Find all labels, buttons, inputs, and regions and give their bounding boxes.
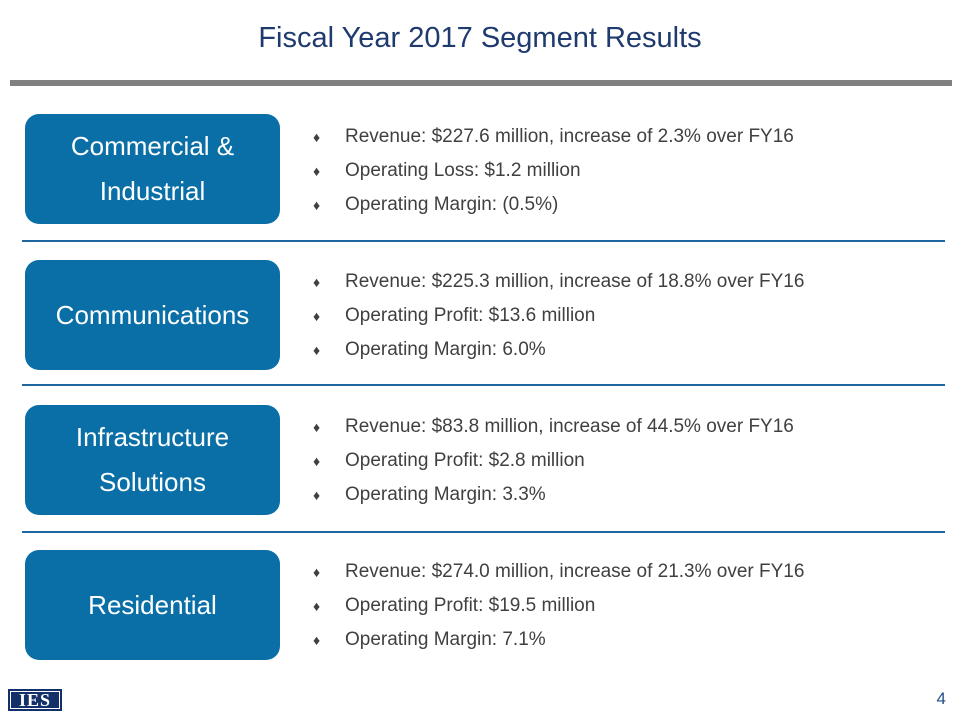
segment-label-residential: Residential bbox=[25, 550, 280, 660]
diamond-icon: ♦ bbox=[313, 342, 321, 358]
segment-label-communications: Communications bbox=[25, 260, 280, 370]
diamond-icon: ♦ bbox=[313, 129, 321, 145]
bullet-list-commercial-industrial: ♦ Revenue: $227.6 million, increase of 2.… bbox=[313, 120, 794, 222]
diamond-icon: ♦ bbox=[313, 632, 321, 648]
page-number: 4 bbox=[936, 689, 946, 708]
bullet-item: ♦ Operating Margin: (0.5%) bbox=[313, 188, 794, 222]
segment-name: Infrastructure Solutions bbox=[75, 422, 230, 497]
ies-logo: IES bbox=[8, 689, 62, 711]
diamond-icon: ♦ bbox=[313, 487, 321, 503]
diamond-icon: ♦ bbox=[313, 197, 321, 213]
bullet-item: ♦ Revenue: $225.3 million, increase of 18… bbox=[313, 265, 804, 299]
bullet-list-residential: ♦ Revenue: $274.0 million, increase of 21… bbox=[313, 555, 804, 657]
bullet-item: ♦ Operating Margin: 7.1% bbox=[313, 623, 804, 657]
diamond-icon: ♦ bbox=[313, 598, 321, 614]
bullet-item: ♦ Revenue: $83.8 million, increase of 44.… bbox=[313, 410, 794, 444]
segment-separator bbox=[22, 384, 945, 386]
bullet-item: ♦ Operating Margin: 6.0% bbox=[313, 333, 804, 367]
segment-separator bbox=[22, 240, 945, 242]
diamond-icon: ♦ bbox=[313, 564, 321, 580]
bullet-list-communications: ♦ Revenue: $225.3 million, increase of 18… bbox=[313, 265, 804, 367]
bullet-item: ♦ Operating Profit: $2.8 million bbox=[313, 444, 794, 478]
bullet-item: ♦ Revenue: $274.0 million, increase of 21… bbox=[313, 555, 804, 589]
segment-name: Commercial & Industrial bbox=[70, 131, 235, 206]
bullet-list-infrastructure-solutions: ♦ Revenue: $83.8 million, increase of 44.… bbox=[313, 410, 794, 512]
diamond-icon: ♦ bbox=[313, 163, 321, 179]
diamond-icon: ♦ bbox=[313, 274, 321, 290]
bullet-item: ♦ Operating Margin: 3.3% bbox=[313, 478, 794, 512]
bullet-item: ♦ Revenue: $227.6 million, increase of 2.… bbox=[313, 120, 794, 154]
bullet-item: ♦ Operating Loss: $1.2 million bbox=[313, 154, 794, 188]
segment-separator bbox=[22, 531, 945, 533]
title-rule bbox=[10, 80, 952, 86]
segment-name: Communications bbox=[55, 299, 250, 330]
bullet-item: ♦ Operating Profit: $13.6 million bbox=[313, 299, 804, 333]
segment-name: Residential bbox=[88, 589, 217, 620]
bullet-item: ♦ Operating Profit: $19.5 million bbox=[313, 589, 804, 623]
segment-label-commercial-industrial: Commercial & Industrial bbox=[25, 114, 280, 224]
slide-title: Fiscal Year 2017 Segment Results bbox=[258, 22, 702, 54]
diamond-icon: ♦ bbox=[313, 453, 321, 469]
diamond-icon: ♦ bbox=[313, 419, 321, 435]
diamond-icon: ♦ bbox=[313, 308, 321, 324]
segment-label-infrastructure-solutions: Infrastructure Solutions bbox=[25, 405, 280, 515]
